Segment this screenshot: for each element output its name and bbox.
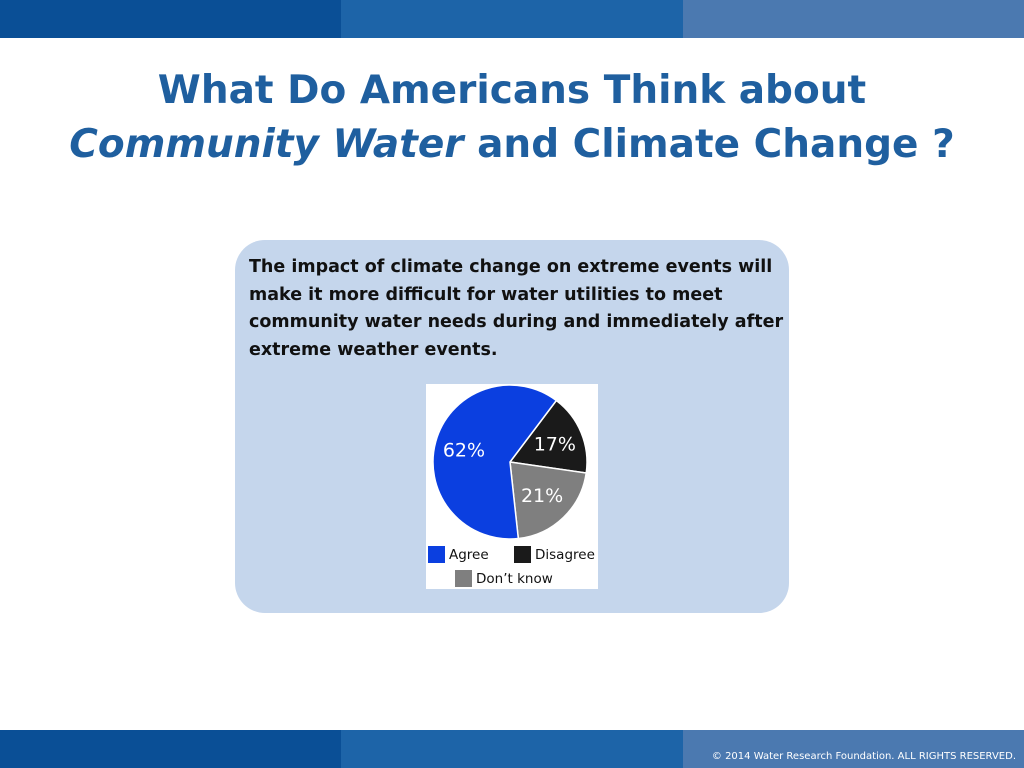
legend-label-agree: Agree [449, 546, 489, 563]
content-panel: The impact of climate change on extreme … [235, 240, 789, 613]
top-band-segment-2 [341, 0, 683, 38]
bottom-band-segment-1 [0, 730, 341, 768]
top-band-segment-3 [683, 0, 1024, 38]
legend-row-1: Agree [428, 546, 489, 563]
slice-agree [432, 384, 558, 540]
label-dont-know: 21% [521, 485, 563, 507]
title-line-2-rest: and Climate Change ? [463, 122, 955, 167]
survey-statement: The impact of climate change on extreme … [249, 257, 784, 360]
title-line-1: What Do Americans Think about [157, 68, 867, 113]
legend-row-2: Don’t know [455, 570, 553, 587]
top-band-segment-1 [0, 0, 341, 38]
pie-chart-box: 17% 21% 62% Agree Disagree Don’t know [426, 384, 598, 589]
title-line-2: Community Water and Climate Change ? [0, 118, 1024, 172]
legend-label-dont-know: Don’t know [476, 570, 553, 587]
bottom-band-segment-3: © 2014 Water Research Foundation. ALL RI… [683, 730, 1024, 768]
legend-label-disagree: Disagree [535, 546, 595, 563]
legend-swatch-agree [428, 546, 445, 563]
top-color-band [0, 0, 1024, 38]
bottom-band-segment-2 [341, 730, 683, 768]
legend-swatch-disagree [514, 546, 531, 563]
label-agree: 62% [443, 439, 485, 461]
legend-row-1b: Disagree [514, 546, 595, 563]
copyright-notice: © 2014 Water Research Foundation. ALL RI… [711, 751, 1016, 762]
label-disagree: 17% [534, 434, 576, 456]
legend-swatch-dont-know [455, 570, 472, 587]
pie-chart: 17% 21% 62% [432, 384, 588, 540]
slide-title: What Do Americans Think about Community … [0, 64, 1024, 172]
bottom-color-band: © 2014 Water Research Foundation. ALL RI… [0, 730, 1024, 768]
slice-dont-know [509, 461, 588, 540]
slice-disagree [508, 399, 588, 474]
title-italic-phrase: Community Water [69, 122, 464, 167]
